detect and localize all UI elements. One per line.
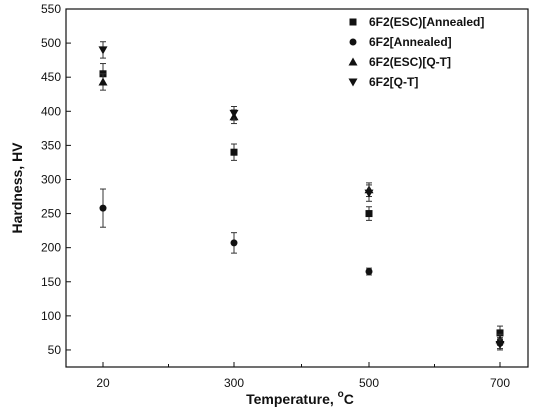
data-point: [496, 329, 504, 337]
legend-label: 6F2[Q-T]: [369, 75, 418, 89]
y-tick-label: 500: [41, 36, 61, 50]
data-point: [364, 189, 374, 198]
data-point: [99, 204, 107, 212]
legend-label: 6F2[Annealed]: [369, 35, 452, 49]
y-tick-label: 550: [41, 2, 61, 16]
y-tick-label: 400: [41, 104, 61, 118]
x-axis-label-sup: o: [338, 389, 344, 400]
legend-marker: [348, 78, 358, 87]
x-tick-label: 500: [359, 376, 379, 390]
legend-marker: [348, 57, 358, 66]
data-point: [229, 109, 239, 118]
data-point: [98, 46, 108, 55]
y-tick-label: 250: [41, 207, 61, 221]
series-0: [99, 63, 504, 341]
series-1: [99, 188, 504, 350]
x-tick-label: 700: [490, 376, 510, 390]
x-axis-label-unit: C: [344, 391, 354, 407]
legend-marker: [349, 18, 357, 26]
data-marks: [98, 41, 505, 351]
data-point: [98, 77, 108, 86]
y-tick-label: 300: [41, 172, 61, 186]
data-point: [230, 239, 238, 247]
axis-ticks: 50 100 150 200 250 300 350 400 450 500 550 20 300 500…: [41, 2, 510, 390]
y-tick-label: 200: [41, 241, 61, 255]
series-3: [98, 41, 505, 351]
x-tick-label: 20: [96, 376, 110, 390]
data-point: [230, 148, 238, 156]
y-tick-label: 450: [41, 70, 61, 84]
y-tick-label: 100: [41, 309, 61, 323]
legend-marker: [349, 38, 357, 46]
y-axis-label: Hardness, HV: [9, 142, 25, 234]
legend-label: 6F2(ESC)[Annealed]: [369, 15, 484, 29]
legend: 6F2(ESC)[Annealed] 6F2[Annealed] 6F2(ESC)[…: [348, 15, 484, 89]
data-point: [365, 268, 373, 276]
x-axis-label-text: Temperature,: [246, 391, 338, 407]
plot-frame: [65, 8, 529, 368]
y-tick-label: 50: [48, 343, 62, 357]
data-point: [495, 340, 505, 349]
y-tick-label: 350: [41, 138, 61, 152]
data-point: [365, 210, 373, 218]
x-axis-label: Temperature, oC: [246, 389, 354, 407]
series-2: [98, 73, 505, 346]
y-tick-label: 150: [41, 275, 61, 289]
legend-label: 6F2(ESC)[Q-T]: [369, 55, 451, 69]
x-tick-label: 300: [224, 376, 244, 390]
